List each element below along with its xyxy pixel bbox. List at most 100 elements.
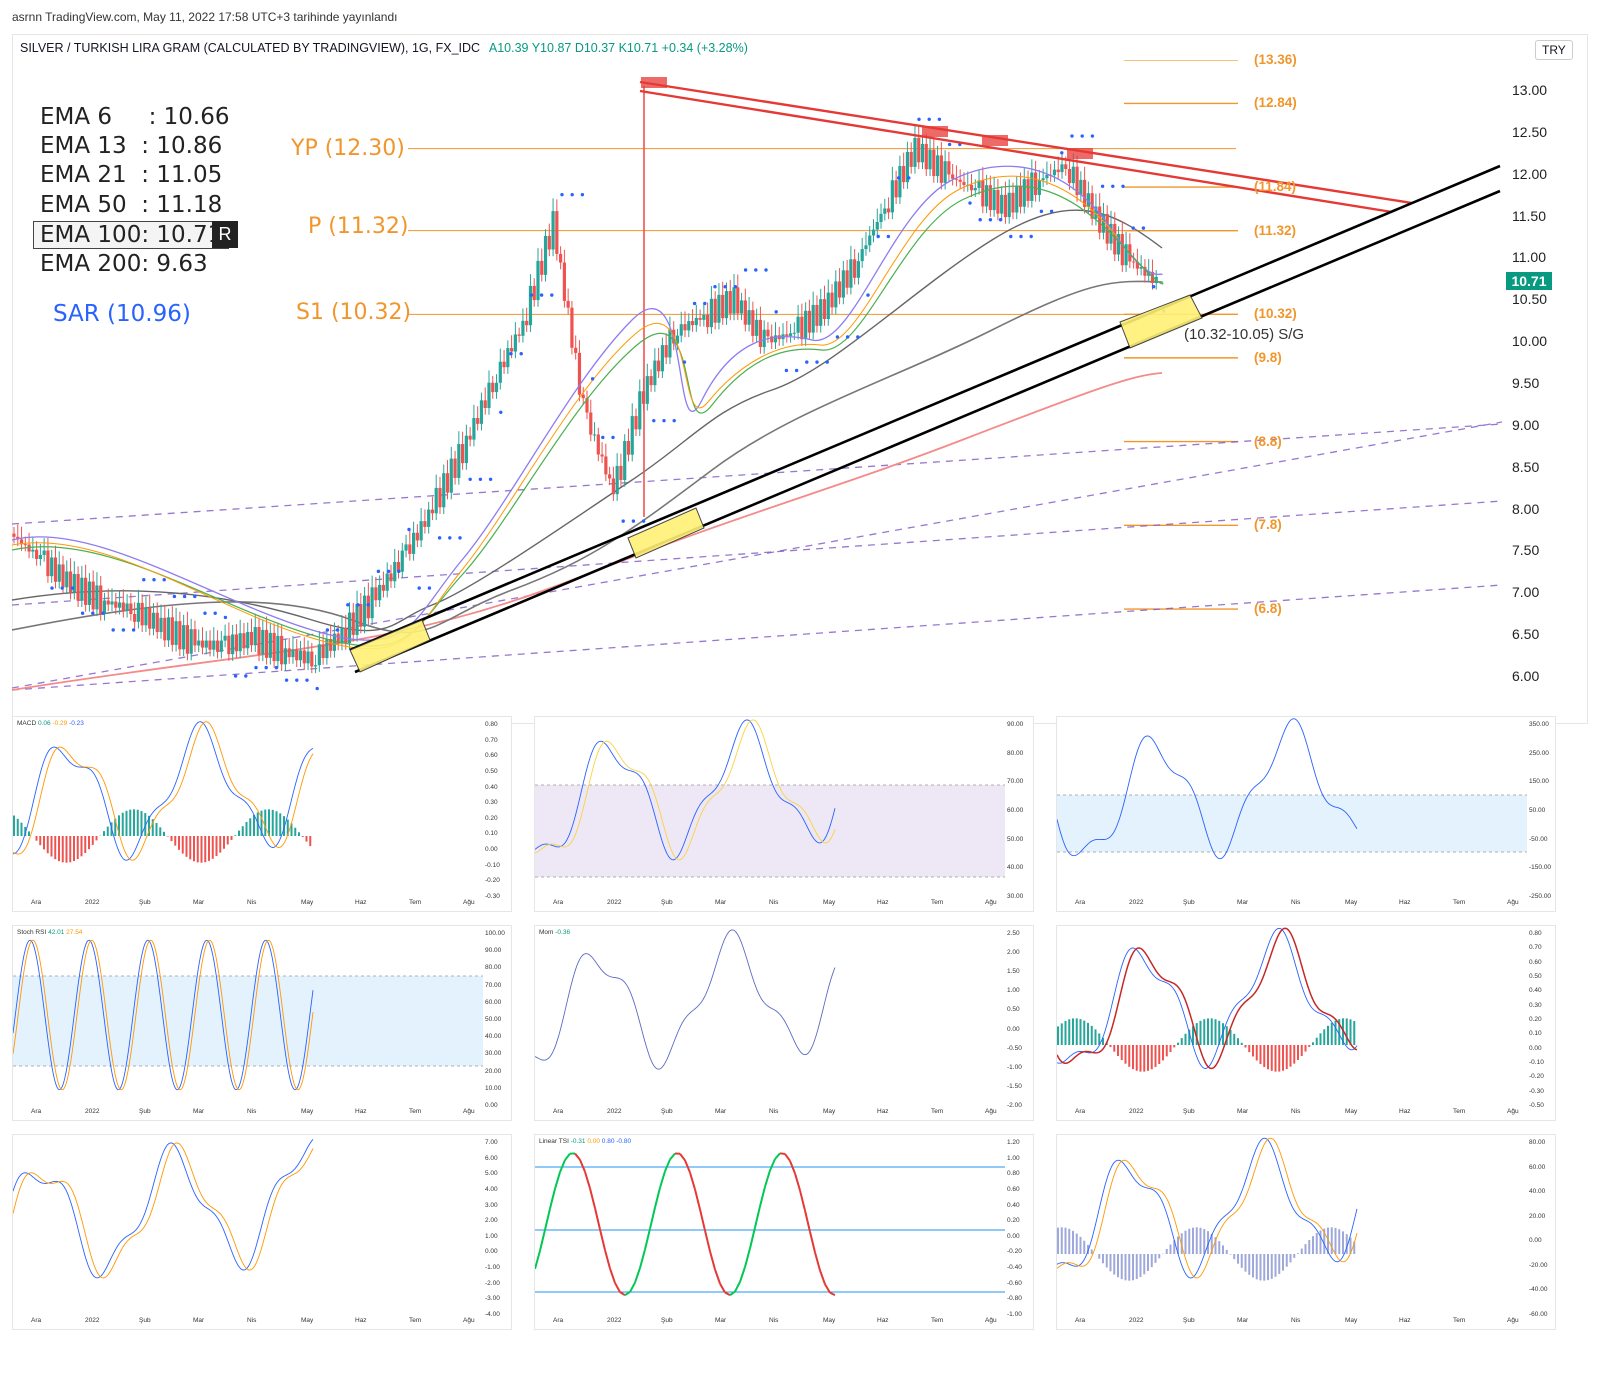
histogram-bar [1308,1239,1311,1254]
indicator-month-tick: Mar [193,899,205,906]
histogram-bar [1270,1254,1273,1279]
histogram-bar [1158,1045,1161,1064]
indicator-month-tick: Ara [1075,1317,1086,1324]
indicator-line-d [13,939,314,1091]
indicator-panel-stoch[interactable]: 100.00 90.00 80.00 70.00 60.00 50.00 40.00 30.0… [12,925,512,1121]
candle-body [268,632,272,658]
histogram-bar [260,810,263,836]
candle-body [19,539,24,545]
histogram-bar [1147,1254,1149,1271]
candle-body [721,294,725,319]
histogram-bar [1098,1033,1101,1045]
candle-body [536,260,540,301]
indicator-panel-macd[interactable]: 0.80 0.70 0.60 0.50 0.40 0.30 0.20 0.10 0.00 -0.1… [12,716,512,912]
indicator-month-tick: Haz [1399,1108,1411,1115]
histogram-bar [73,836,75,862]
indicator-panel-cci[interactable]: 350.00 250.00 150.00 50.00 -50.00 -150.00 -250… [1056,716,1556,912]
indicator-panel-tsi[interactable]: 1.20 1.00 0.80 0.60 0.40 0.20 0.00 -0.20 -0.40 -0… [534,1134,1034,1330]
support-zone-box [627,507,705,559]
sar-dot [672,418,676,423]
candle-body [87,581,91,605]
tsi-segment [814,1252,821,1271]
candle-body [724,291,729,319]
tsi-segment [624,1291,631,1297]
support-trendline [349,164,1501,652]
candle-body [623,440,627,481]
tsi-segment [539,1229,546,1251]
indicator-panel-mom[interactable]: 2.50 2.00 1.50 1.00 0.50 0.00 -0.50 -1.00 -1.50 -… [534,925,1034,1121]
candle-body [845,270,849,288]
indicator-axis-tick: 50.00 [1007,835,1024,843]
histogram-bar [1225,1249,1228,1254]
indicator-month-tick: May [1345,1317,1358,1324]
histogram-bar [58,836,60,862]
histogram-bar [1259,1045,1262,1065]
histogram-bar [200,836,203,863]
currency-button[interactable]: TRY [1535,40,1573,60]
sar-dot [1060,151,1064,155]
candle-body [555,211,559,254]
indicator-panel-macd2[interactable]: 0.80 0.70 0.60 0.50 0.40 0.30 0.20 0.10 0.00 -0.1… [1056,925,1556,1121]
candle-body [170,617,174,645]
candle-body [577,352,582,395]
candle-body [826,292,830,320]
indicator-plot-macd [13,721,314,863]
candle-body [125,603,129,611]
candle-body [329,638,333,651]
indicator-month-tick: Haz [877,899,889,906]
candle-body [280,635,284,665]
histogram-bar [1319,1230,1322,1254]
candle-body [144,607,148,626]
candle-body [611,478,615,495]
sar-dot [550,293,554,297]
candle-body [1090,193,1094,219]
indicator-axis-tick: 0.50 [485,767,498,775]
histogram-bar [1132,1254,1134,1281]
candle-body [913,137,917,167]
histogram-bar [13,815,15,836]
resistance-trendline [639,80,1413,205]
candle-body [804,310,808,340]
indicator-panel-osc[interactable]: 7.00 6.00 5.00 4.00 3.00 2.00 1.00 0.00 -1.00 -2.… [12,1134,512,1330]
indicator-month-tick: Ara [1075,899,1086,906]
sar-dot [611,435,615,440]
indicator-month-tick: Ara [31,1108,42,1115]
main-price-chart[interactable] [12,60,1502,715]
indicator-line-main [1057,718,1358,860]
tsi-segment [684,1159,691,1173]
sar-dot [590,377,595,381]
sar-dot [70,586,75,590]
histogram-bar [241,826,244,836]
target-level-label: (9.8) [1254,349,1282,365]
candle-body [1101,213,1106,233]
candle-body [981,180,985,207]
price-axis-tick: 13.00 [1512,82,1548,98]
indicator-panel-wt[interactable]: 80.00 60.00 40.00 20.00 0.00 -20.00 -40.00 -60.… [1056,1134,1556,1330]
sar-dot [662,418,666,423]
candle-body [984,185,989,207]
sar-dot [50,586,54,590]
candle-body [193,629,197,646]
histogram-bar [1143,1254,1146,1275]
candle-body [411,532,416,554]
indicator-month-tick: Mar [715,1317,727,1324]
resistance-trendline [639,89,1393,214]
candle-body [1067,169,1072,184]
indicator-month-tick: Ağu [463,1108,475,1115]
sar-dot [529,293,534,297]
histogram-bar [1083,1020,1086,1045]
indicator-panel-rsi[interactable]: 90.00 80.00 70.00 60.00 50.00 40.00 30.00 Ara 20… [534,716,1034,912]
candle-body [110,601,114,605]
candle-body [947,161,951,175]
candle-body [72,574,76,593]
indicator-month-tick: Şub [1183,1317,1195,1324]
sar-dot [509,352,513,356]
candle-body [1143,266,1147,276]
candle-body [76,574,80,601]
indicator-line-signal [535,719,836,861]
indicator-axis-tick: 10.00 [485,1084,502,1092]
ema6-label: EMA 6 : 10.66 [40,104,230,130]
histogram-bar [1218,1241,1221,1254]
indicator-axis-tick: 0.40 [485,783,498,791]
histogram-bar [1139,1254,1142,1277]
